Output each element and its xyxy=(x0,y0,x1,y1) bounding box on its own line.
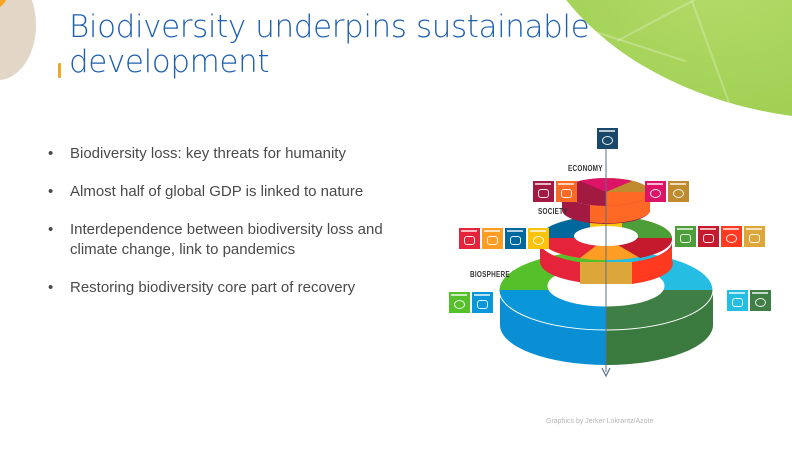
sdg11-cities-icon xyxy=(482,228,503,249)
sdg12-consumption-icon xyxy=(668,181,689,202)
sdg8-decent-work-icon xyxy=(533,181,554,202)
bullet-item: • Almost half of global GDP is linked to … xyxy=(48,183,364,200)
title-accent-bar xyxy=(58,63,61,78)
sdg16-peace-icon xyxy=(505,228,526,249)
sdg17-partnership-icon xyxy=(597,128,618,149)
sdg-wedding-cake-diagram: ECONOMY SOCIETY BIOSPHERE xyxy=(440,120,780,385)
sdg14-life-below-water-icon xyxy=(472,292,493,313)
sdg4-education-icon xyxy=(698,226,719,247)
sdg15-life-on-land-icon xyxy=(449,292,470,313)
slide-title-line2: development xyxy=(69,44,270,80)
decor-tan-blob xyxy=(0,0,36,80)
biosphere-label: BIOSPHERE xyxy=(470,270,510,279)
sdg3-health-icon xyxy=(675,226,696,247)
sdg5-gender-icon xyxy=(721,226,742,247)
sdg13-climate-action-icon xyxy=(750,290,771,311)
bullet-item: • Biodiversity loss: key threats for huma… xyxy=(48,145,346,162)
graphic-credit: Graphics by Jerker Lokrantz/Azote xyxy=(546,418,654,425)
bullet-item: • Restoring biodiversity core part of rec… xyxy=(48,279,356,296)
economy-label: ECONOMY xyxy=(568,164,603,173)
bullet-list: • Biodiversity loss: key threats for huma… xyxy=(48,144,428,316)
sdg2-zero-hunger-icon xyxy=(744,226,765,247)
bullet-dot: • xyxy=(48,145,54,162)
bullet-dot: • xyxy=(48,183,54,200)
cake-layers-graphic xyxy=(498,138,714,378)
arrow-down-icon xyxy=(601,367,611,378)
sdg9-industry-icon xyxy=(556,181,577,202)
bullet-item: • Interdependence between biodiversity lo… xyxy=(48,221,383,258)
society-label: SOCIETY xyxy=(538,207,568,216)
sdg10-inequality-icon xyxy=(645,181,666,202)
slide-title-line1: Biodiversity underpins sustainable xyxy=(69,9,590,45)
slide-title: Biodiversity underpins sustainable devel… xyxy=(69,9,590,80)
sdg6-clean-water-icon xyxy=(727,290,748,311)
bullet-dot: • xyxy=(48,279,54,296)
bullet-dot: • xyxy=(48,221,54,238)
sdg7-energy-icon xyxy=(528,228,549,249)
sdg1-no-poverty-icon xyxy=(459,228,480,249)
